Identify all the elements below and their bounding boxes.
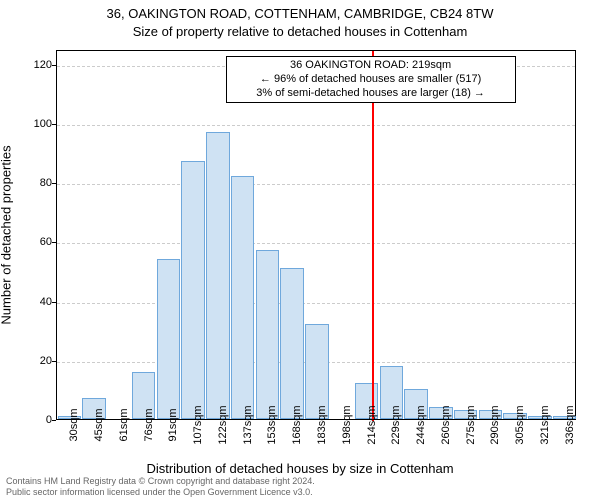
y-tick-label: 100	[12, 118, 52, 130]
y-tick-label: 0	[12, 414, 52, 426]
property-marker-line	[372, 51, 374, 421]
histogram-bar	[206, 132, 230, 419]
callout-box: 36 OAKINGTON ROAD: 219sqm ← 96% of detac…	[226, 56, 516, 103]
x-tick-label: 244sqm	[415, 405, 427, 444]
y-tick-mark	[52, 420, 56, 421]
x-tick-label: 45sqm	[93, 408, 105, 441]
attribution-line-2: Public sector information licensed under…	[6, 487, 600, 498]
callout-line-3: 3% of semi-detached houses are larger (1…	[233, 87, 509, 101]
x-tick-label: 137sqm	[242, 405, 254, 444]
x-tick-label: 107sqm	[192, 405, 204, 444]
plot-area	[56, 50, 576, 420]
x-tick-label: 321sqm	[539, 405, 551, 444]
x-tick-label: 275sqm	[465, 405, 477, 444]
y-tick-label: 120	[12, 59, 52, 71]
y-tick-label: 40	[12, 296, 52, 308]
x-tick-label: 183sqm	[316, 405, 328, 444]
y-tick-mark	[52, 302, 56, 303]
x-tick-label: 168sqm	[291, 405, 303, 444]
histogram-bar	[280, 268, 304, 419]
x-tick-label: 61sqm	[118, 408, 130, 441]
attribution-line-1: Contains HM Land Registry data © Crown c…	[6, 476, 600, 487]
gridline	[57, 184, 575, 185]
y-tick-mark	[52, 183, 56, 184]
title-address: 36, OAKINGTON ROAD, COTTENHAM, CAMBRIDGE…	[0, 6, 600, 21]
x-tick-label: 30sqm	[68, 408, 80, 441]
x-tick-label: 260sqm	[440, 405, 452, 444]
y-tick-label: 80	[12, 177, 52, 189]
x-tick-label: 336sqm	[564, 405, 576, 444]
x-tick-label: 229sqm	[390, 405, 402, 444]
y-tick-label: 60	[12, 236, 52, 248]
y-tick-label: 20	[12, 355, 52, 367]
y-tick-mark	[52, 361, 56, 362]
x-tick-label: 214sqm	[366, 405, 378, 444]
title-subtitle: Size of property relative to detached ho…	[0, 24, 600, 39]
histogram-bar	[231, 176, 255, 419]
histogram-bar	[256, 250, 280, 419]
histogram-bar	[157, 259, 181, 419]
figure-root: 36, OAKINGTON ROAD, COTTENHAM, CAMBRIDGE…	[0, 0, 600, 500]
x-tick-label: 153sqm	[266, 405, 278, 444]
y-tick-mark	[52, 242, 56, 243]
x-tick-label: 305sqm	[514, 405, 526, 444]
gridline	[57, 125, 575, 126]
callout-line-1: 36 OAKINGTON ROAD: 219sqm	[233, 59, 509, 73]
attribution: Contains HM Land Registry data © Crown c…	[0, 476, 600, 498]
x-tick-label: 290sqm	[489, 405, 501, 444]
gridline	[57, 243, 575, 244]
x-tick-label: 76sqm	[143, 408, 155, 441]
gridline	[57, 303, 575, 304]
histogram-bar	[181, 161, 205, 419]
x-axis-label: Distribution of detached houses by size …	[0, 461, 600, 476]
x-tick-label: 122sqm	[217, 405, 229, 444]
y-tick-mark	[52, 65, 56, 66]
y-tick-mark	[52, 124, 56, 125]
x-tick-label: 198sqm	[341, 405, 353, 444]
callout-line-2: ← 96% of detached houses are smaller (51…	[233, 73, 509, 87]
x-tick-label: 91sqm	[167, 408, 179, 441]
